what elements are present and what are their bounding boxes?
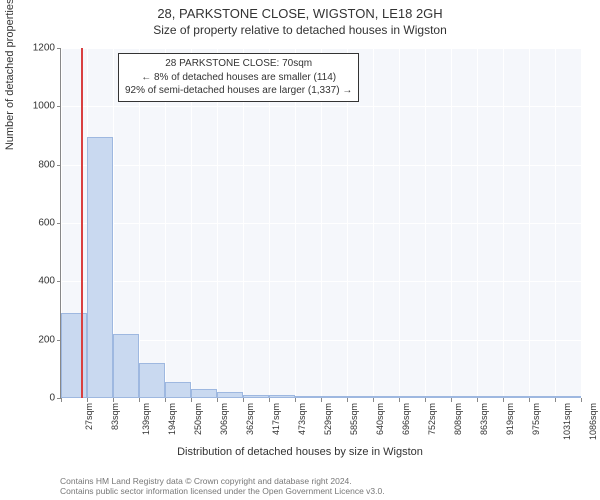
x-axis-title: Distribution of detached houses by size … bbox=[0, 446, 600, 458]
x-tick bbox=[217, 398, 218, 402]
gridline-v bbox=[477, 48, 478, 398]
y-tick-label: 200 bbox=[38, 334, 55, 345]
gridline-v bbox=[555, 48, 556, 398]
x-tick bbox=[243, 398, 244, 402]
histogram-bar bbox=[321, 396, 347, 398]
histogram-bar bbox=[217, 392, 243, 398]
x-tick bbox=[581, 398, 582, 402]
histogram-bar bbox=[269, 395, 295, 398]
x-tick bbox=[555, 398, 556, 402]
annotation-line-2: ← 8% of detached houses are smaller (114… bbox=[125, 71, 352, 85]
x-tick bbox=[373, 398, 374, 402]
gridline-v bbox=[503, 48, 504, 398]
x-tick-label: 640sqm bbox=[375, 403, 385, 435]
x-tick bbox=[295, 398, 296, 402]
gridline-v bbox=[425, 48, 426, 398]
x-tick bbox=[61, 398, 62, 402]
x-tick-label: 194sqm bbox=[167, 403, 177, 435]
histogram-bar bbox=[425, 396, 451, 398]
y-tick-label: 1000 bbox=[33, 101, 55, 112]
x-tick bbox=[165, 398, 166, 402]
x-tick-label: 863sqm bbox=[479, 403, 489, 435]
x-tick bbox=[87, 398, 88, 402]
gridline-v bbox=[373, 48, 374, 398]
x-tick bbox=[347, 398, 348, 402]
histogram-bar bbox=[113, 334, 139, 398]
histogram-bar bbox=[529, 396, 555, 398]
property-marker-line bbox=[81, 48, 83, 398]
x-tick-label: 473sqm bbox=[297, 403, 307, 435]
histogram-bar bbox=[87, 137, 113, 398]
x-tick bbox=[321, 398, 322, 402]
histogram-bar bbox=[191, 389, 217, 398]
x-tick-label: 83sqm bbox=[110, 403, 120, 430]
x-tick-label: 975sqm bbox=[531, 403, 541, 435]
footer-line-1: Contains HM Land Registry data © Crown c… bbox=[60, 476, 385, 486]
histogram-bar bbox=[165, 382, 191, 398]
y-tick-label: 600 bbox=[38, 218, 55, 229]
footer: Contains HM Land Registry data © Crown c… bbox=[60, 476, 385, 496]
histogram-bar bbox=[347, 396, 373, 398]
histogram-bar bbox=[61, 313, 87, 398]
x-tick-label: 529sqm bbox=[323, 403, 333, 435]
footer-line-2: Contains public sector information licen… bbox=[60, 486, 385, 496]
x-tick-label: 696sqm bbox=[401, 403, 411, 435]
x-tick bbox=[425, 398, 426, 402]
x-tick bbox=[399, 398, 400, 402]
histogram-bar bbox=[139, 363, 165, 398]
page-title: 28, PARKSTONE CLOSE, WIGSTON, LE18 2GH bbox=[0, 0, 600, 21]
annotation-box: 28 PARKSTONE CLOSE: 70sqm ← 8% of detach… bbox=[118, 53, 359, 102]
gridline-v bbox=[529, 48, 530, 398]
x-tick bbox=[477, 398, 478, 402]
histogram-bar bbox=[243, 395, 269, 399]
y-tick-label: 800 bbox=[38, 159, 55, 170]
x-tick-label: 919sqm bbox=[505, 403, 515, 435]
gridline-v bbox=[581, 48, 582, 398]
gridline-v bbox=[399, 48, 400, 398]
x-tick-label: 417sqm bbox=[271, 403, 281, 435]
histogram-bar bbox=[399, 396, 425, 398]
histogram-bar bbox=[555, 396, 581, 398]
x-tick-label: 27sqm bbox=[84, 403, 94, 430]
x-tick-label: 808sqm bbox=[453, 403, 463, 435]
histogram-bar bbox=[477, 396, 503, 398]
y-axis-title: Number of detached properties bbox=[4, 0, 16, 150]
x-tick-label: 752sqm bbox=[427, 403, 437, 435]
x-tick-label: 1031sqm bbox=[562, 403, 572, 440]
histogram-bar bbox=[295, 396, 321, 398]
annotation-line-3: 92% of semi-detached houses are larger (… bbox=[125, 84, 352, 98]
x-tick bbox=[113, 398, 114, 402]
x-tick-label: 250sqm bbox=[193, 403, 203, 435]
annotation-line-1: 28 PARKSTONE CLOSE: 70sqm bbox=[125, 57, 352, 71]
x-tick-label: 585sqm bbox=[349, 403, 359, 435]
x-tick bbox=[191, 398, 192, 402]
chart-container: 28, PARKSTONE CLOSE, WIGSTON, LE18 2GH S… bbox=[0, 0, 600, 500]
x-tick bbox=[269, 398, 270, 402]
x-tick-label: 362sqm bbox=[245, 403, 255, 435]
x-tick bbox=[139, 398, 140, 402]
x-tick bbox=[503, 398, 504, 402]
y-tick-label: 1200 bbox=[33, 43, 55, 54]
histogram-bar bbox=[451, 396, 477, 398]
x-tick-label: 139sqm bbox=[141, 403, 151, 435]
histogram-bar bbox=[503, 396, 529, 398]
x-tick bbox=[451, 398, 452, 402]
gridline-v bbox=[451, 48, 452, 398]
x-tick bbox=[529, 398, 530, 402]
y-tick-label: 400 bbox=[38, 276, 55, 287]
x-tick-label: 306sqm bbox=[219, 403, 229, 435]
page-subtitle: Size of property relative to detached ho… bbox=[0, 21, 600, 37]
y-tick-label: 0 bbox=[49, 393, 55, 404]
histogram-bar bbox=[373, 396, 399, 398]
x-tick-label: 1086sqm bbox=[588, 403, 598, 440]
